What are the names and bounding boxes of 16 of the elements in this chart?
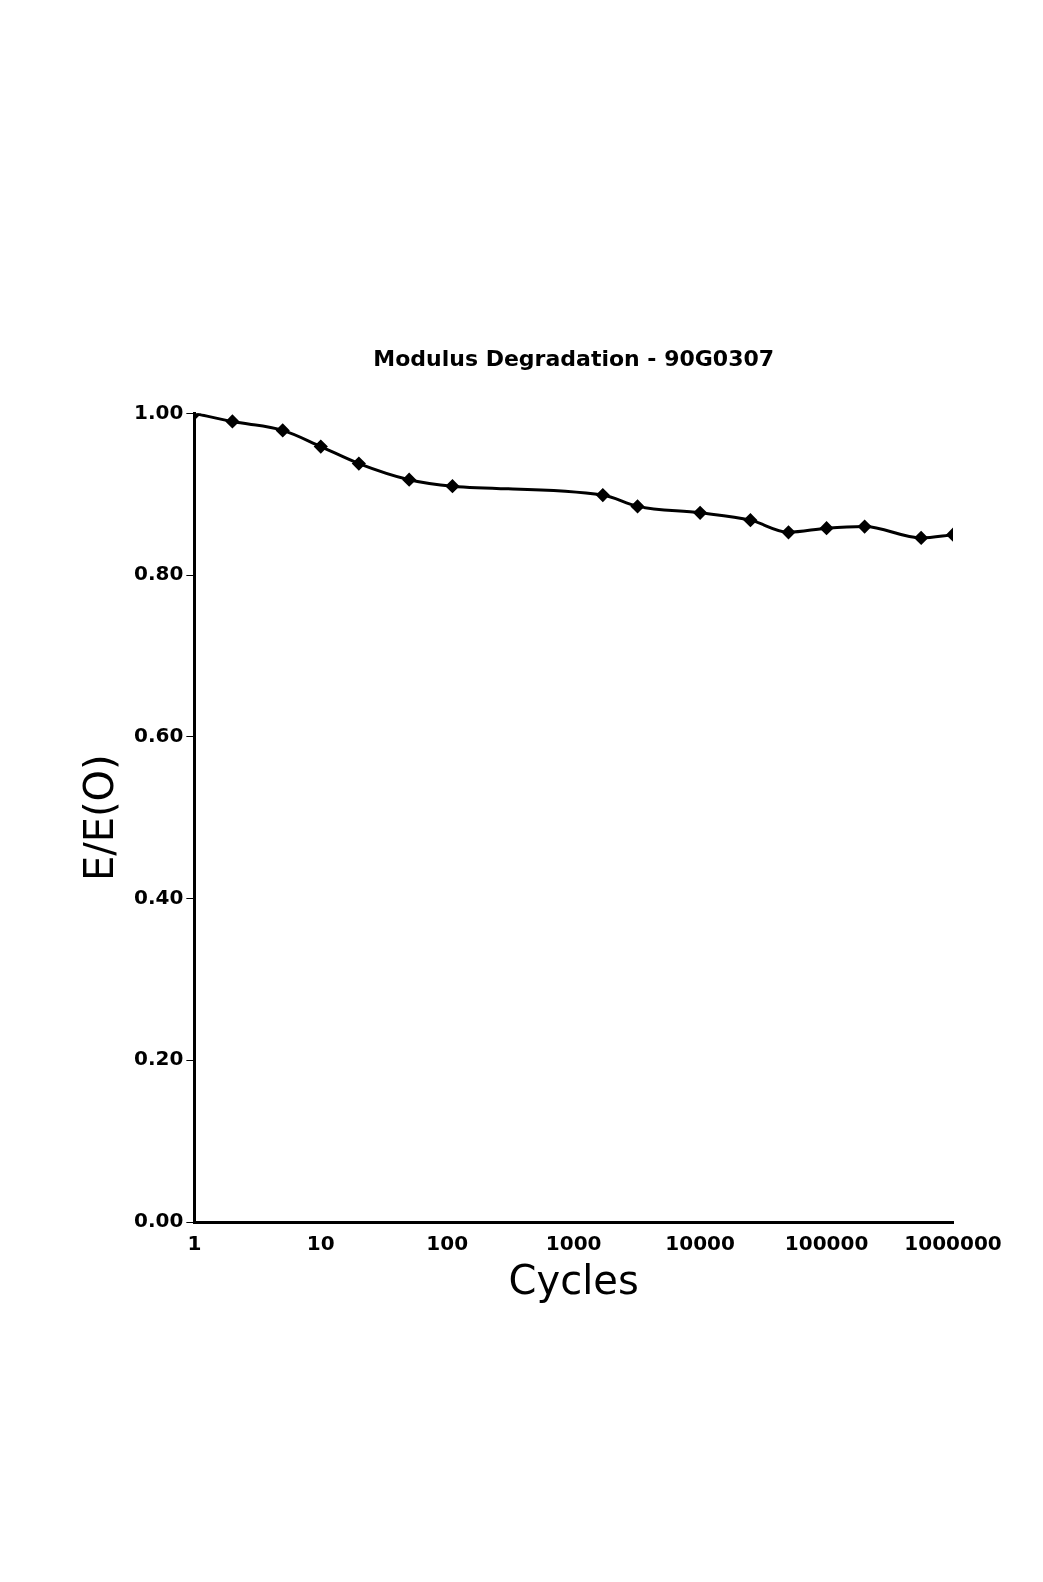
- y-tick-label: 1.00: [133, 399, 184, 424]
- y-tick-label: 0.20: [133, 1046, 184, 1071]
- x-tick-label: 1000000: [904, 1231, 1002, 1256]
- chart-title: Modulus Degradation - 90G0307: [373, 345, 775, 371]
- y-tick-label: 0.80: [133, 561, 184, 586]
- y-tick-label: 0.40: [133, 884, 184, 909]
- x-tick-label: 1000: [545, 1231, 602, 1256]
- x-axis-title: Cycles: [508, 1257, 639, 1304]
- y-axis-title: E/E(O): [76, 754, 123, 882]
- x-tick-label: 10000: [665, 1231, 735, 1256]
- x-tick-label: 100000: [784, 1231, 869, 1256]
- x-tick-label: 100: [426, 1231, 469, 1256]
- x-tick-label: 10: [306, 1231, 335, 1256]
- x-tick-label: 1: [187, 1231, 202, 1256]
- y-tick-label: 0.60: [133, 723, 184, 748]
- y-tick-label: 0.00: [133, 1208, 184, 1233]
